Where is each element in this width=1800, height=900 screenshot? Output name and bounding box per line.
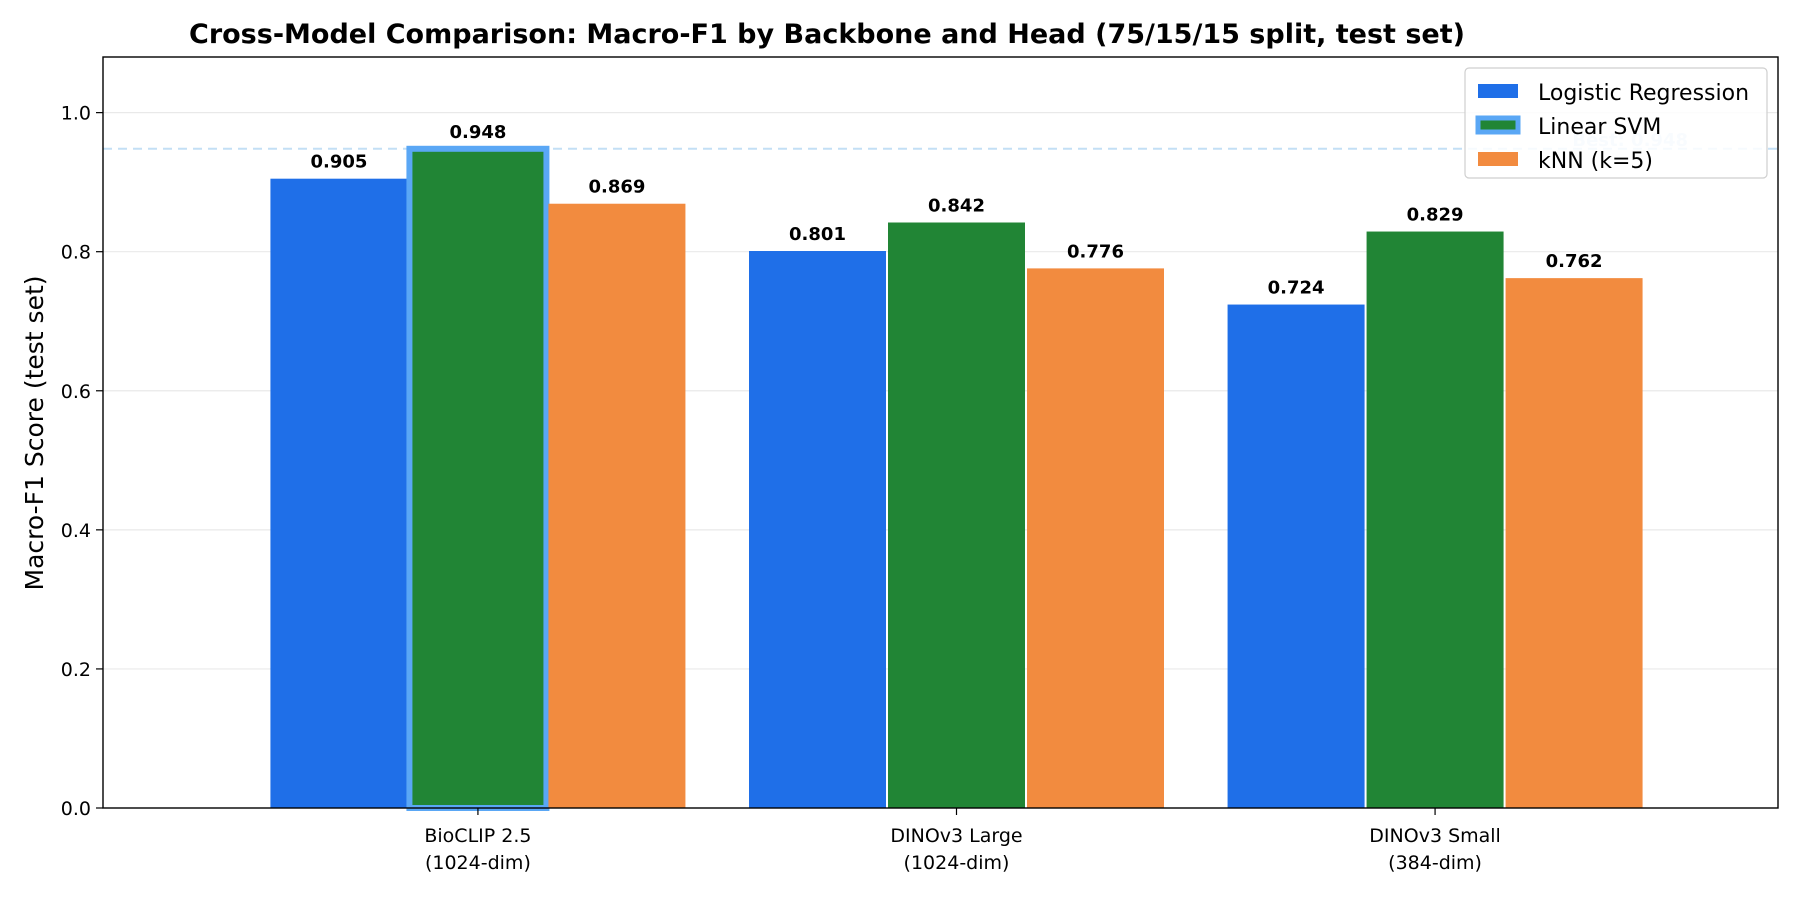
bar: [270, 178, 408, 808]
y-tick-label: 1.0: [61, 103, 91, 125]
x-tick-label: DINOv3 Small: [1369, 825, 1501, 847]
axes: 0.0 0.2 0.4 0.6 0.8 1.0 BioCLIP 2.5 (1024-dim) D…: [61, 56, 1779, 874]
x-tick-label: (1024-dim): [425, 852, 531, 874]
value-labels: 0.905 0.948 0.869 0.801 0.842 0.776 0.724 0.829…: [310, 122, 1602, 299]
legend-box: [1464, 67, 1768, 179]
legend-swatch: [1478, 152, 1518, 166]
y-tick-label: 0.6: [61, 381, 91, 403]
x-tick-label: (384-dim): [1388, 852, 1482, 874]
bar: [1505, 278, 1643, 808]
value-label: 0.905: [310, 152, 367, 173]
bar: [1366, 231, 1504, 808]
value-label: 0.762: [1546, 251, 1603, 272]
bar: [548, 203, 686, 808]
y-axis-label: Macro-F1 Score (test set): [20, 275, 49, 590]
x-tick-label: (1024-dim): [904, 852, 1010, 874]
value-label: 0.829: [1407, 205, 1464, 226]
value-label: 0.776: [1067, 241, 1124, 262]
y-tick-label: 0.4: [61, 520, 91, 542]
bars: [270, 145, 1643, 812]
x-tick-label: DINOv3 Large: [890, 825, 1022, 847]
value-label: 0.842: [928, 195, 985, 216]
legend-label: Linear SVM: [1538, 115, 1661, 140]
bar: [406, 145, 550, 812]
y-tick-label: 0.8: [61, 242, 91, 264]
value-label: 0.801: [789, 224, 846, 245]
chart-title: Cross-Model Comparison: Macro-F1 by Back…: [189, 19, 1465, 50]
value-label: 0.724: [1268, 278, 1325, 299]
legend-swatch: [1478, 84, 1518, 98]
value-label: 0.869: [588, 177, 645, 198]
legend-label: Logistic Regression: [1538, 81, 1749, 106]
bar: [888, 222, 1025, 808]
legend-label: kNN (k=5): [1538, 149, 1653, 174]
legend: Logistic Regression Linear SVM kNN (k=5): [1464, 67, 1768, 179]
plot-frame: [102, 56, 1779, 809]
legend-swatch: [1475, 115, 1521, 135]
bar: [1227, 304, 1365, 808]
value-label: 0.948: [449, 122, 506, 143]
y-tick-label: 0.0: [61, 798, 91, 820]
bar: [749, 251, 886, 809]
x-tick-label: BioCLIP 2.5: [424, 825, 531, 847]
y-tick-label: 0.2: [61, 659, 91, 681]
bar: [1027, 268, 1164, 808]
